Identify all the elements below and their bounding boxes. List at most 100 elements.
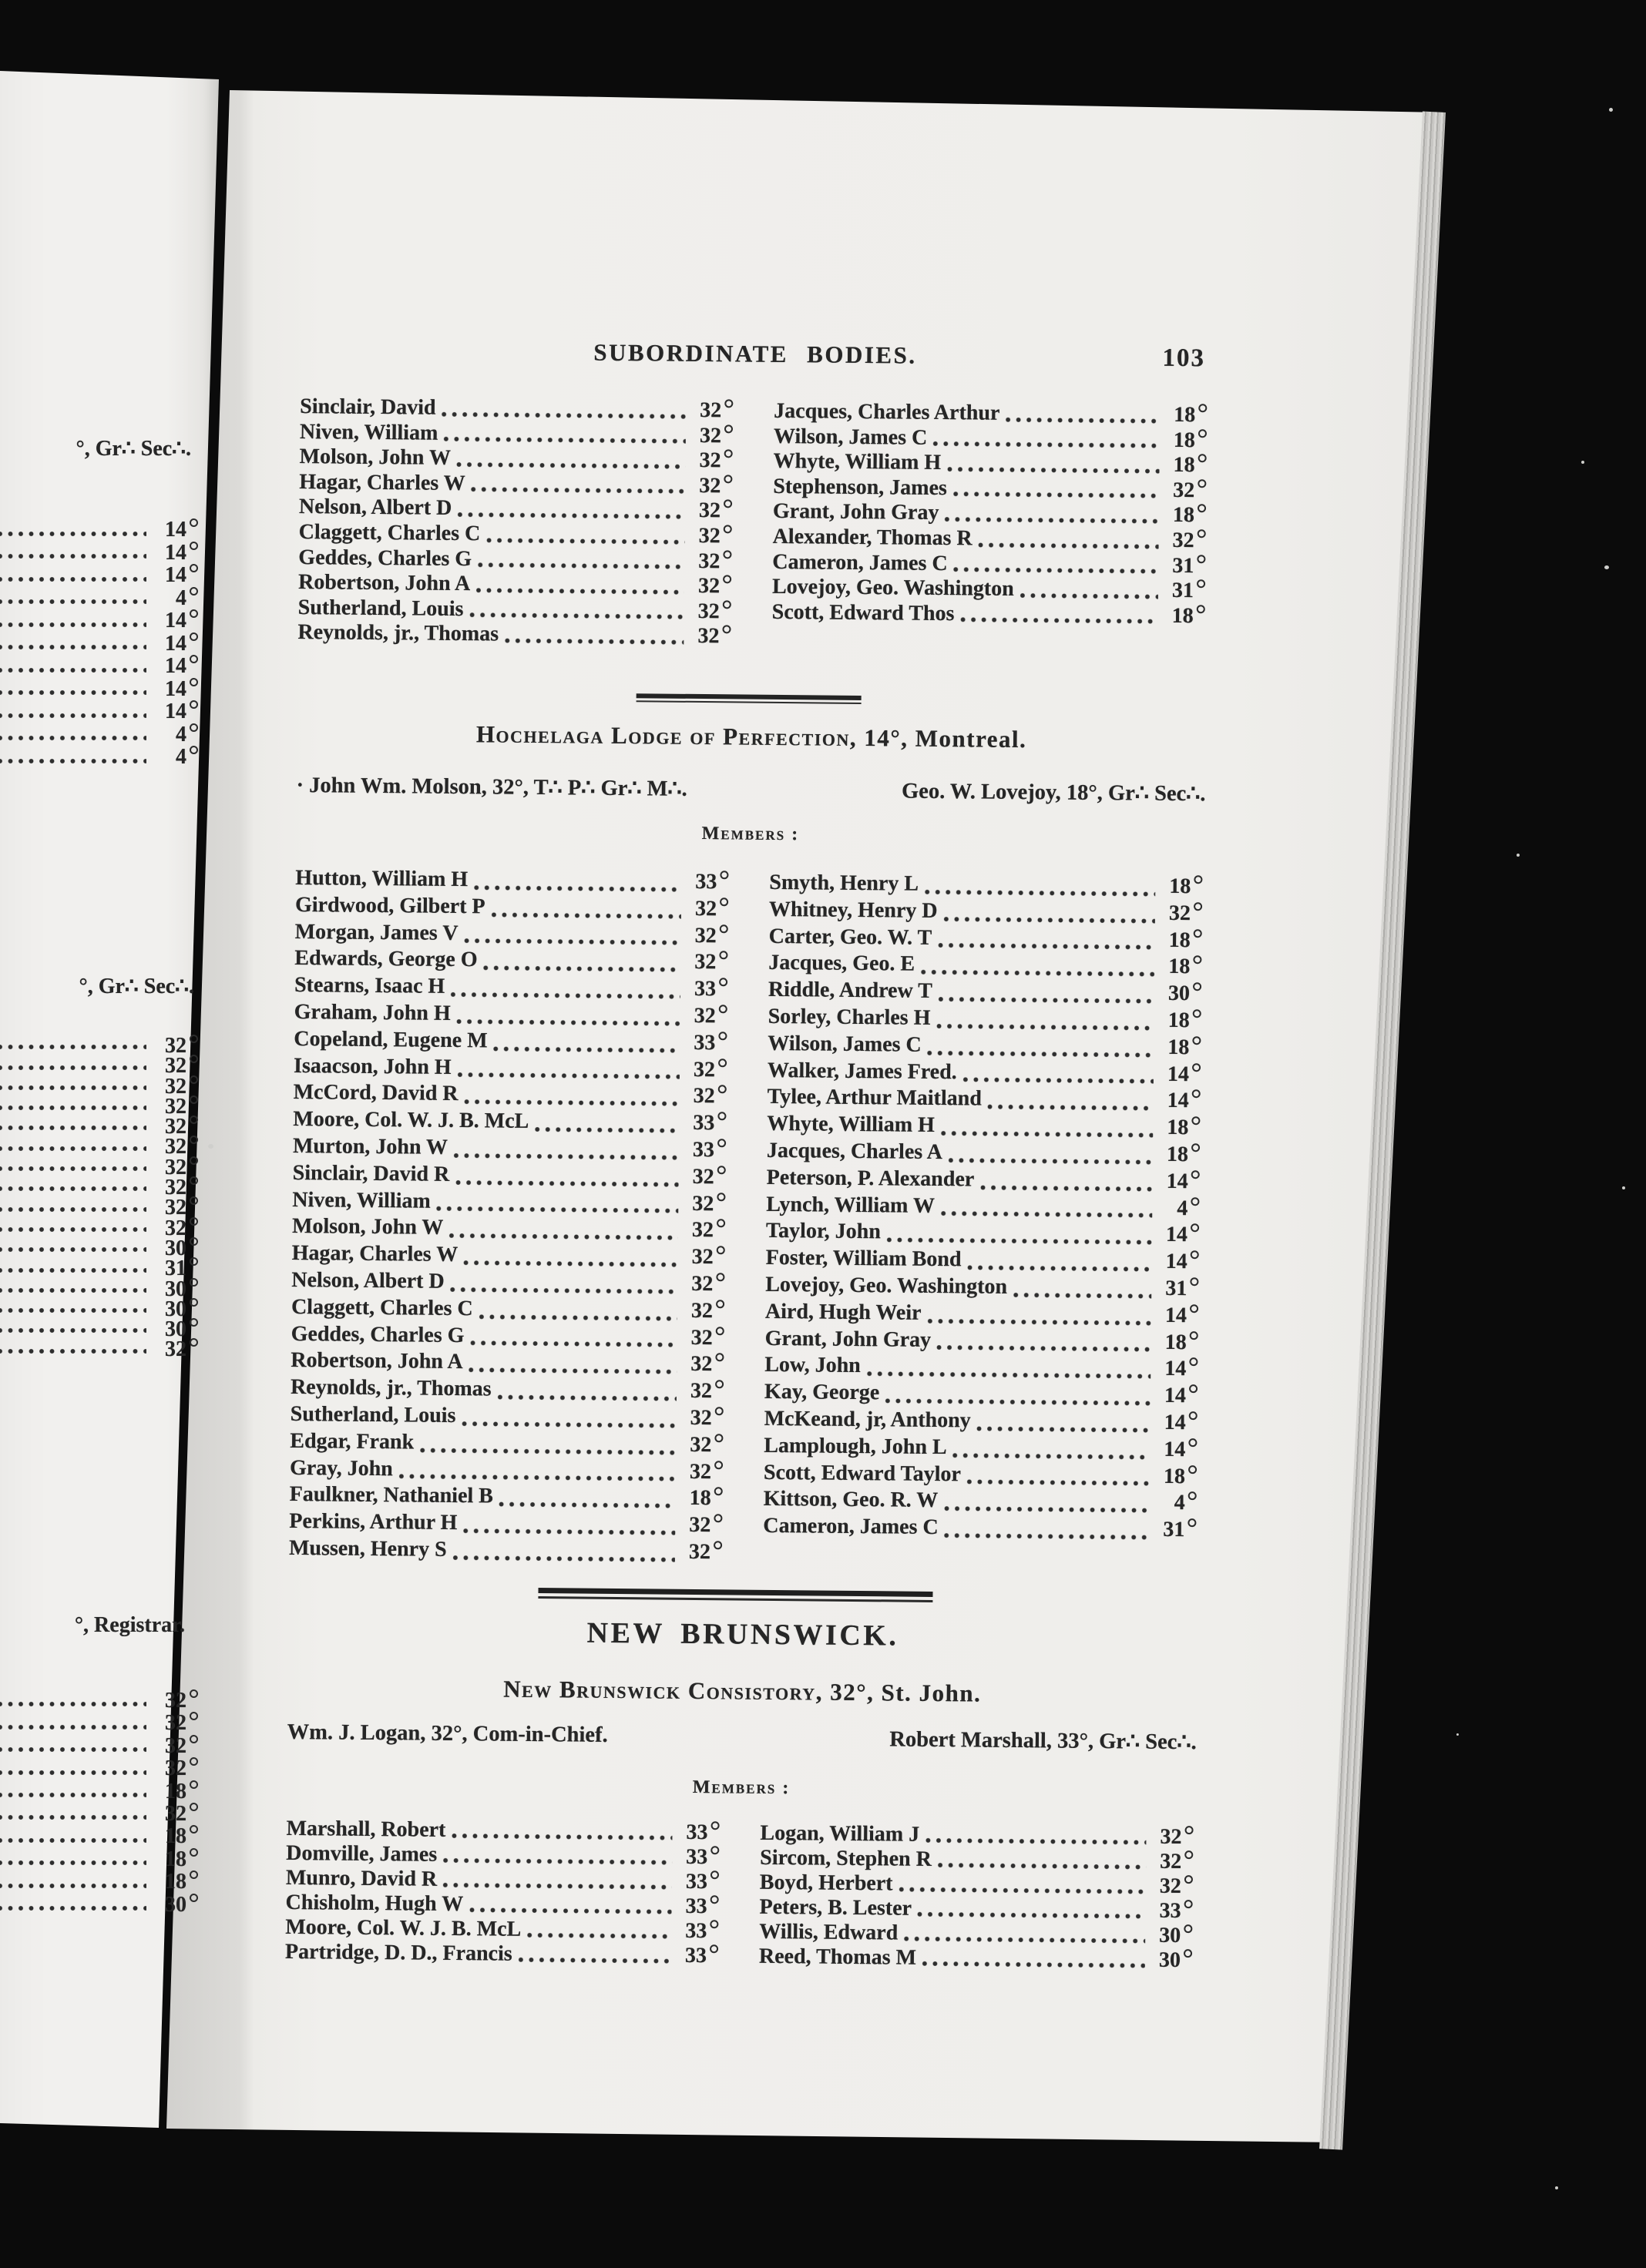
dot-leader <box>0 1769 146 1776</box>
new-brunswick-heading: New Brunswick Consistory, 32°, St. John. <box>287 1673 1197 1709</box>
fragment-degree-list: 32 32 32 32 18 32 18 18 18 30 <box>0 1689 198 1917</box>
member-row: Nelson, Albert D 32 <box>291 1268 713 1299</box>
member-degree: 14 <box>1158 1062 1189 1086</box>
member-row: Lamplough, John L 14 <box>764 1434 1185 1464</box>
member-degree: 33 <box>676 1894 707 1919</box>
member-row: McCord, David R 32 <box>294 1080 715 1111</box>
degree-value: 32 <box>151 1115 198 1139</box>
member-row: Logan, William J 32 <box>760 1821 1181 1850</box>
member-degree: 33 <box>684 1111 714 1136</box>
fragment-row: 30 <box>0 1236 198 1260</box>
member-degree: 32 <box>690 398 721 423</box>
degree-value: 14 <box>151 541 198 565</box>
dot-leader <box>0 1044 146 1051</box>
member-name: Edwards, George O <box>294 946 478 972</box>
member-degree: 18 <box>1164 428 1195 452</box>
member-name: Alexander, Thomas R <box>772 524 972 551</box>
member-row: Cameron, James C 31 <box>772 549 1194 579</box>
dot-leader <box>443 435 686 445</box>
member-name: Hagar, Charles W <box>291 1241 459 1267</box>
member-name: Chisholm, Hugh W <box>285 1890 464 1917</box>
member-name: Geddes, Charles G <box>291 1321 465 1347</box>
member-row: Smyth, Henry L 18 <box>769 871 1191 901</box>
dot-leader <box>461 1420 677 1429</box>
member-degree: 32 <box>1164 478 1194 503</box>
degree-value: 32 <box>151 1135 198 1159</box>
dot-leader <box>469 1340 677 1349</box>
member-degree: 18 <box>1163 604 1194 629</box>
member-name: Sinclair, David <box>300 394 436 420</box>
member-degree: 32 <box>1151 1850 1181 1874</box>
member-degree: 31 <box>1154 1518 1184 1542</box>
member-row: Reed, Thomas M 30 <box>759 1944 1181 1973</box>
member-degree: 32 <box>680 1540 710 1565</box>
member-degree: 33 <box>677 1845 707 1870</box>
dot-leader <box>937 942 1155 951</box>
dot-leader <box>449 1286 678 1295</box>
dot-leader <box>0 1723 146 1730</box>
member-name: Marshall, Robert <box>286 1816 446 1842</box>
member-name: Grant, John Gray <box>764 1326 932 1352</box>
dot-leader <box>462 1528 676 1536</box>
member-degree: 32 <box>682 1325 713 1350</box>
page-title: SUBORDINATE BODIES. <box>593 338 917 369</box>
member-name: Robertson, John A <box>297 570 471 596</box>
hochelaga-officers: · John Wm. Molson, 32°, T∴ P∴ Gr∴ M∴. Ge… <box>296 772 1205 807</box>
member-degree: 4 <box>1154 1491 1184 1515</box>
degree-value: 32 <box>151 1095 198 1119</box>
member-row: Girdwood, Gilbert P 32 <box>295 893 717 924</box>
member-degree: 32 <box>688 624 719 649</box>
member-row: Aird, Hugh Weir 14 <box>765 1300 1187 1330</box>
member-name: Willis, Edward <box>759 1919 899 1945</box>
dot-leader <box>943 1505 1150 1514</box>
fragment-row: 18 <box>0 1780 198 1803</box>
member-degree: 33 <box>685 977 716 1001</box>
member-degree: 30 <box>1159 981 1190 1006</box>
member-row: Jacques, Geo. E 18 <box>768 951 1190 981</box>
dot-leader <box>0 1860 146 1867</box>
dot-leader <box>0 1287 146 1293</box>
member-name: Smyth, Henry L <box>769 870 919 896</box>
member-degree: 32 <box>683 1245 714 1270</box>
member-degree: 14 <box>1155 1384 1186 1408</box>
member-degree: 18 <box>1159 955 1190 979</box>
member-name: Sorley, Charles H <box>768 1004 931 1030</box>
member-name: Logan, William J <box>760 1820 920 1847</box>
member-column-left: Marshall, Robert 33 Domville, James 33 Munro… <box>285 1817 722 1968</box>
member-degree: 32 <box>682 1299 713 1324</box>
fragment-row: 32 <box>0 1075 198 1099</box>
member-name: Nelson, Albert D <box>298 495 452 521</box>
dot-leader <box>419 1447 677 1456</box>
dot-leader <box>0 1267 146 1273</box>
member-degree: 32 <box>684 1165 714 1189</box>
member-degree: 32 <box>690 498 721 523</box>
dot-leader <box>463 1099 680 1107</box>
member-row: Alexander, Thomas R 32 <box>772 525 1194 554</box>
member-row: Grant, John Gray 18 <box>773 499 1194 528</box>
member-name: Sutherland, Louis <box>297 595 464 621</box>
member-name: Lamplough, John L <box>764 1433 947 1459</box>
member-degree: 32 <box>686 923 717 948</box>
degree-value: 14 <box>151 518 198 542</box>
fragment-degree-list: 14 14 14 4 14 14 14 14 14 4 4 <box>0 518 198 769</box>
member-column-left: Sinclair, David 32 Niven, William 32 Molson,… <box>297 394 735 649</box>
fragment-row: 30 <box>0 1277 198 1301</box>
member-degree: 32 <box>689 549 720 573</box>
member-degree: 32 <box>681 1352 712 1377</box>
dot-leader <box>398 1473 676 1483</box>
dot-leader <box>926 1317 1151 1327</box>
member-name: Whyte, William H <box>773 449 942 475</box>
dot-leader <box>937 995 1154 1005</box>
member-name: Reynolds, jr., Thomas <box>290 1375 492 1401</box>
fragment-row: 32 <box>0 1734 198 1758</box>
member-row: Cameron, James C 31 <box>763 1514 1184 1545</box>
dot-leader <box>959 616 1158 626</box>
fragment-row: 30 <box>0 1317 198 1341</box>
member-degree: 30 <box>1150 1924 1181 1948</box>
member-row: Wilson, James C 18 <box>768 1032 1189 1062</box>
member-name: Carter, Geo. W. T <box>768 924 932 950</box>
member-row: Walker, James Fred. 14 <box>768 1058 1189 1089</box>
member-row: Isaacson, John H 32 <box>294 1054 715 1085</box>
member-name: Whitney, Henry D <box>768 897 938 923</box>
